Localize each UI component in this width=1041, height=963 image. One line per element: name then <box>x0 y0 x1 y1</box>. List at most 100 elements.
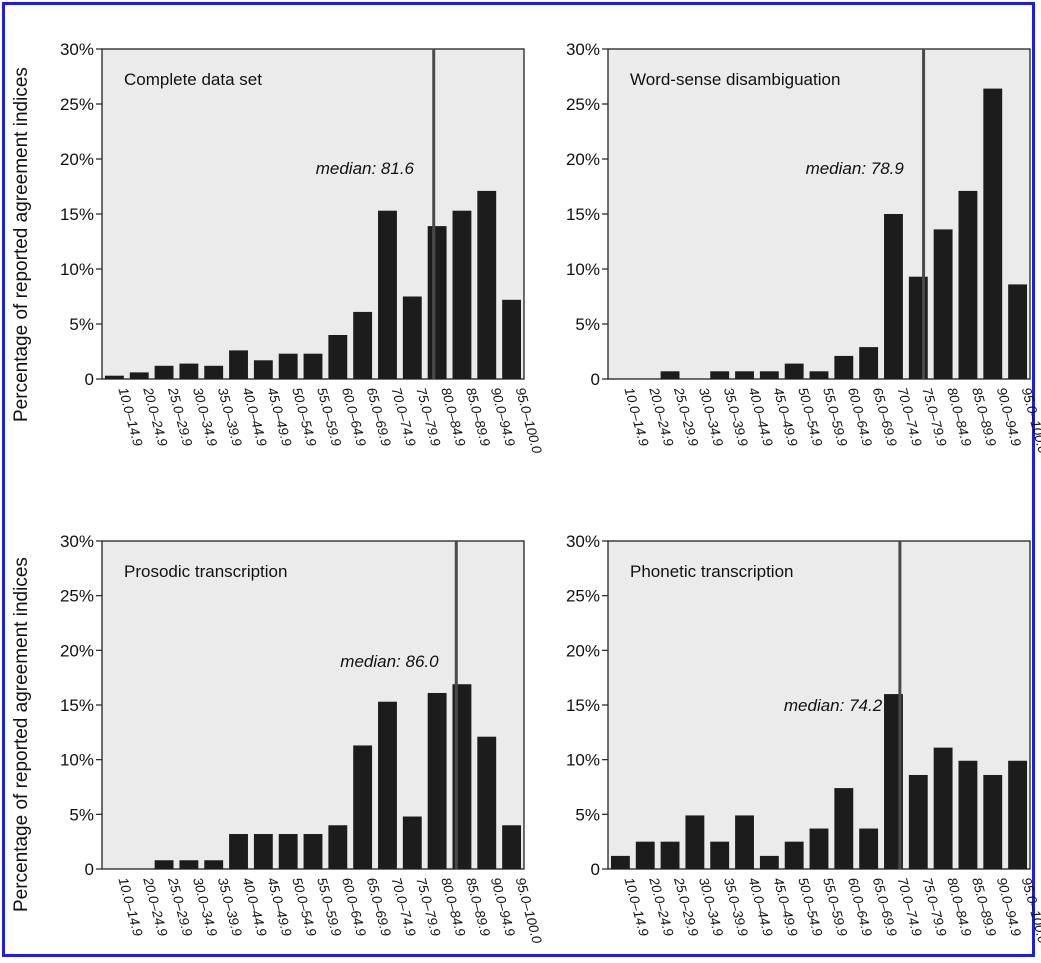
bar <box>635 841 655 869</box>
y-tick-label: 0 <box>85 860 94 879</box>
bar <box>735 815 754 869</box>
y-tick-label: 15% <box>60 205 94 224</box>
y-tick-label: 30% <box>566 40 600 59</box>
bar <box>759 855 779 869</box>
y-tick-label: 15% <box>566 205 600 224</box>
panel-title: Phonetic transcription <box>630 562 793 581</box>
bar <box>204 860 224 869</box>
y-tick-label: 25% <box>60 587 94 606</box>
y-tick-label: 15% <box>60 696 94 715</box>
panel-title: Word-sense disambiguation <box>630 70 840 89</box>
panel-title: Complete data set <box>124 70 262 89</box>
y-tick-label: 5% <box>575 315 600 334</box>
y-tick-label: 10% <box>60 751 94 770</box>
x-tick-label: 95.0–100.0 <box>1019 386 1041 456</box>
bar <box>834 355 854 379</box>
bar <box>229 834 248 869</box>
bar <box>477 190 497 379</box>
bar <box>884 694 903 869</box>
bar <box>179 363 199 379</box>
bar <box>908 774 928 869</box>
bar <box>154 860 174 869</box>
y-tick-label: 15% <box>566 696 600 715</box>
bar <box>427 692 447 869</box>
bar <box>809 371 829 379</box>
bar <box>204 365 224 379</box>
y-tick-label: 20% <box>566 641 600 660</box>
bar <box>303 834 323 869</box>
median-label: median: 74.2 <box>784 696 883 715</box>
y-tick-label: 30% <box>566 532 600 551</box>
x-tick-label: 10.0–14.9 <box>622 386 652 448</box>
bar <box>735 371 754 379</box>
bar <box>859 828 879 869</box>
y-tick-label: 10% <box>566 751 600 770</box>
x-tick-label: 95.0–100.0 <box>513 876 545 946</box>
bar <box>402 296 422 379</box>
bar <box>958 760 978 869</box>
bar <box>129 372 149 379</box>
bar <box>402 816 422 869</box>
bar <box>660 841 680 869</box>
y-tick-label: 25% <box>566 95 600 114</box>
chart-panel-2: 05%10%15%20%25%30%10.0–14.920.0–24.925.0… <box>566 40 1041 456</box>
bar <box>958 190 978 379</box>
bar <box>502 299 522 379</box>
bar <box>353 311 373 379</box>
y-tick-label: 25% <box>60 95 94 114</box>
bar <box>610 855 630 869</box>
y-axis-label-top: Percentage of reported agreement indices <box>11 67 32 422</box>
bar <box>477 736 497 869</box>
y-tick-label: 10% <box>60 260 94 279</box>
y-tick-label: 5% <box>575 805 600 824</box>
y-tick-label: 5% <box>69 315 94 334</box>
median-label: median: 78.9 <box>806 159 905 178</box>
bar <box>253 360 273 379</box>
bar <box>502 825 522 869</box>
y-tick-label: 10% <box>566 260 600 279</box>
bar <box>834 788 854 869</box>
y-tick-label: 30% <box>60 532 94 551</box>
bar <box>983 774 1003 869</box>
bar <box>784 841 804 869</box>
bar <box>328 335 348 379</box>
bar <box>303 353 323 379</box>
y-tick-label: 25% <box>566 587 600 606</box>
y-tick-label: 0 <box>591 370 600 389</box>
bar <box>710 371 730 379</box>
x-tick-label: 10.0–14.9 <box>116 876 146 938</box>
bar <box>784 363 804 379</box>
y-tick-label: 30% <box>60 40 94 59</box>
median-label: median: 81.6 <box>316 159 415 178</box>
x-tick-label: 95.0–100.0 <box>513 386 545 456</box>
y-tick-label: 20% <box>60 641 94 660</box>
bar <box>1008 284 1028 379</box>
y-tick-label: 0 <box>591 860 600 879</box>
chart-panel-3: 05%10%15%20%25%30%10.0–14.920.0–24.925.0… <box>60 532 545 946</box>
bar <box>983 88 1003 379</box>
bar <box>1008 760 1028 869</box>
bar <box>104 375 124 379</box>
panel-title: Prosodic transcription <box>124 562 287 581</box>
x-tick-label: 10.0–14.9 <box>116 386 146 448</box>
bar <box>278 353 298 379</box>
chart-panel-4: 05%10%15%20%25%30%10.0–14.920.0–24.925.0… <box>566 532 1041 946</box>
bar <box>229 350 248 379</box>
bar <box>353 745 373 869</box>
y-tick-label: 20% <box>566 150 600 169</box>
bar <box>685 815 705 869</box>
bar <box>710 841 730 869</box>
bar <box>933 747 953 869</box>
chart-panel-1: 05%10%15%20%25%30%10.0–14.920.0–24.925.0… <box>60 40 545 456</box>
x-tick-label: 95.0–100.0 <box>1019 876 1041 946</box>
x-tick-label: 10.0–14.9 <box>622 876 652 938</box>
y-axis-label-bottom: Percentage of reported agreement indices <box>11 557 32 912</box>
bar <box>328 825 348 869</box>
bar <box>154 365 174 379</box>
bar <box>759 371 779 379</box>
y-tick-label: 5% <box>69 805 94 824</box>
bar <box>378 701 397 869</box>
bar <box>427 226 447 379</box>
